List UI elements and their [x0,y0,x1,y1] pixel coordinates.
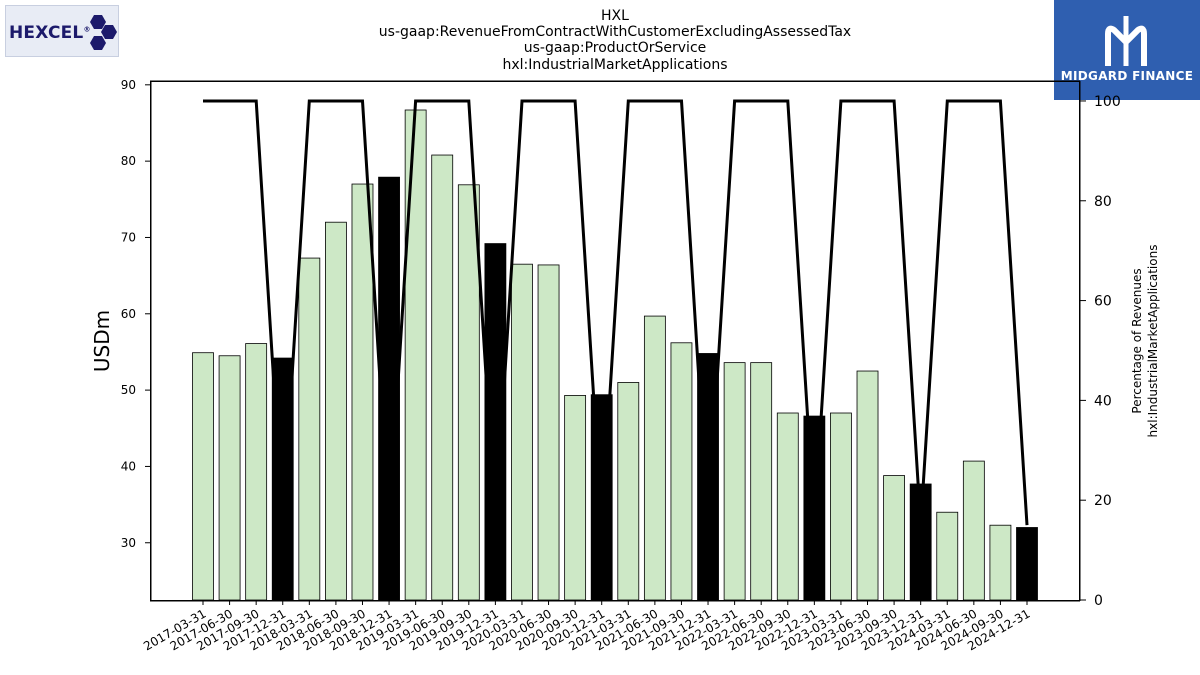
y2-axis-label-line-1: Percentage of Revenues [1130,268,1144,413]
bar-2024-03-31 [936,511,959,601]
y-tick-label: 30 [121,536,136,550]
bar-2024-09-30 [989,524,1012,601]
bar-2017-09-30 [245,343,268,601]
bar-2020-06-30 [537,264,560,601]
chart-title-line-4: hxl:IndustrialMarketApplications [502,57,727,73]
y-tick-label: 80 [121,154,136,168]
chart-title-line-1: HXL [601,8,629,24]
midgard-logo-text: MIDGARD FINANCE [1060,69,1194,83]
bar-2017-03-31 [192,352,214,601]
bar-2021-06-30 [643,315,666,601]
axis-spine-right [1079,81,1081,601]
y-tick-label: 50 [121,383,136,397]
bar-2018-09-30 [351,183,374,601]
y-tick-label: 90 [121,78,136,92]
y2-tick-label: 80 [1094,194,1112,210]
y-tick-label: 70 [121,230,136,244]
bar-2019-09-30 [457,184,480,601]
bar-2022-03-31 [723,362,746,601]
trademark-symbol: ® [83,25,91,34]
y2-tick-label: 60 [1094,294,1112,310]
chart-title-line-3: us-gaap:ProductOrService [524,40,707,56]
bar-2018-03-31 [298,257,321,601]
axis-spine-left [150,81,152,601]
chart-titles: HXL us-gaap:RevenueFromContractWithCusto… [379,8,851,73]
axis-spine-bottom [150,600,1080,602]
axis-spine-top [150,80,1080,82]
y2-tick-label: 100 [1094,94,1121,110]
bar-2023-06-30 [856,370,879,601]
hexcel-logo: HEXCEL® [5,5,119,57]
x-axis: 2017-03-312017-06-302017-09-302017-12-31… [141,600,1033,653]
bar-2019-03-31 [404,109,427,601]
midgard-finance-logo: MIDGARD FINANCE [1054,0,1200,100]
left-y-axis: 30 40 50 60 70 80 90 [121,78,150,550]
midgard-m-icon [1105,16,1147,66]
percentage-line [203,99,1029,526]
bar-2024-12-31 [1016,527,1038,601]
y-tick-label: 40 [121,459,136,473]
y2-tick-label: 20 [1094,493,1112,509]
bar-2021-09-30 [670,342,693,601]
y2-tick-label: 0 [1094,593,1103,609]
right-y-axis: 0 20 40 60 80 100 [1080,94,1121,609]
y2-axis-label-line-2: hxl:IndustrialMarketApplications [1146,245,1160,438]
bar-2018-06-30 [325,221,347,601]
y-tick-label: 60 [121,307,136,321]
bar-2020-09-30 [564,395,587,601]
hexagon-cluster-icon [90,15,117,50]
bar-2021-03-31 [617,382,640,601]
bar-2020-03-31 [511,263,533,601]
y-axis-label: USDm [90,310,114,372]
bar-2017-06-30 [218,355,241,601]
bar-2019-06-30 [431,154,454,601]
chart-title-line-2: us-gaap:RevenueFromContractWithCustomerE… [379,24,851,40]
hexcel-logo-text: HEXCEL® [9,23,91,43]
bar-2023-03-31 [830,412,852,601]
bar-2024-06-30 [962,460,985,601]
bar-2022-06-30 [750,362,773,601]
bar-2022-09-30 [776,412,799,601]
bar-2023-09-30 [883,475,905,601]
y2-tick-label: 40 [1094,393,1112,409]
